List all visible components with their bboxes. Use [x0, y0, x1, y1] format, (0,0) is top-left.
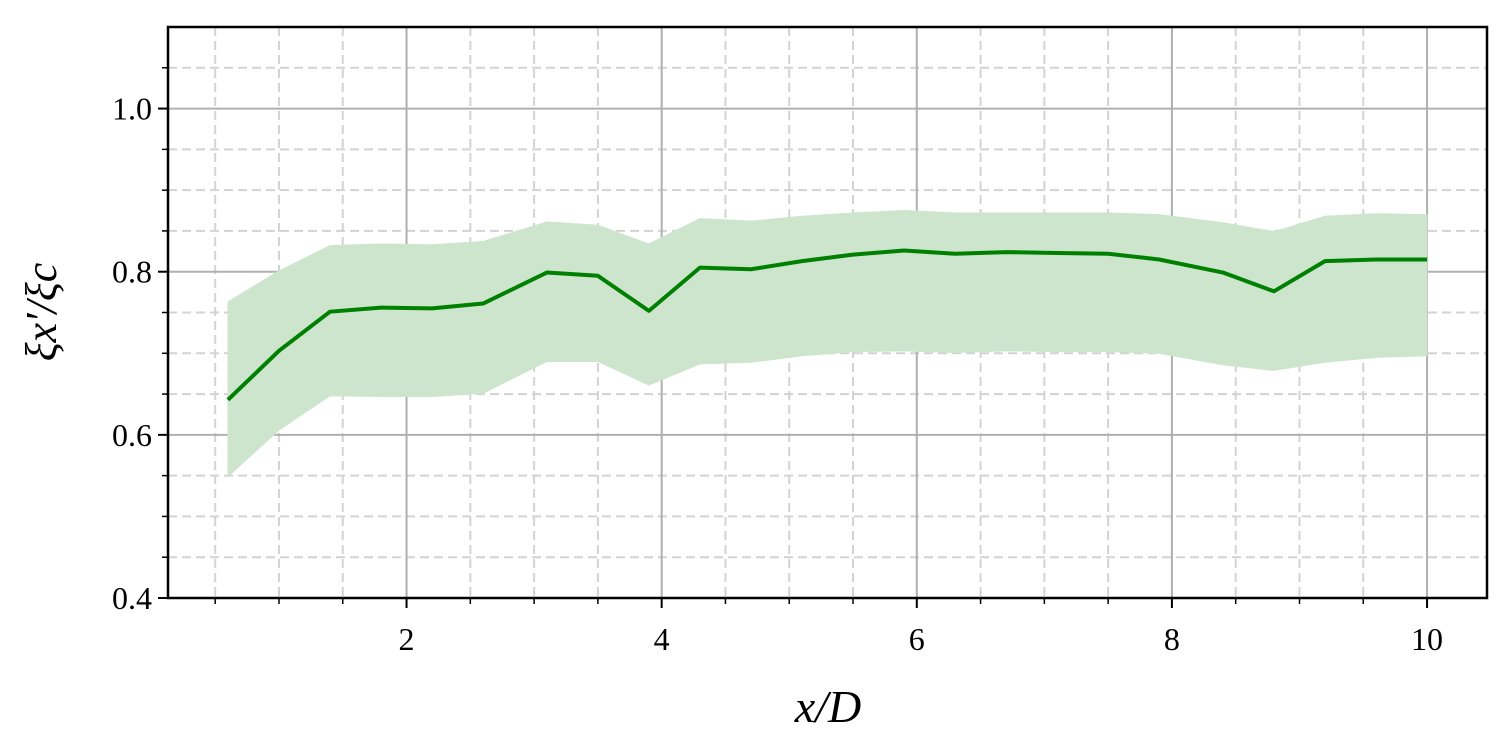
y-axis-label: ξx′/ξc [17, 262, 66, 361]
x-tick-label: 6 [909, 621, 925, 657]
line [226, 248, 1428, 402]
plot-frame [166, 25, 1489, 600]
y-tick-label: 0.6 [112, 417, 152, 453]
x-tick-label: 4 [654, 621, 670, 657]
x-tick-label: 2 [399, 621, 415, 657]
y-tick-label: 0.8 [112, 254, 152, 290]
x-tick-label: 10 [1411, 621, 1443, 657]
band [227, 210, 1428, 478]
y-tick-label: 0.4 [112, 580, 152, 616]
x-tick-label: 8 [1164, 621, 1180, 657]
y-tick-label: 1.0 [112, 91, 152, 127]
x-axis-label: x/D [794, 681, 861, 732]
